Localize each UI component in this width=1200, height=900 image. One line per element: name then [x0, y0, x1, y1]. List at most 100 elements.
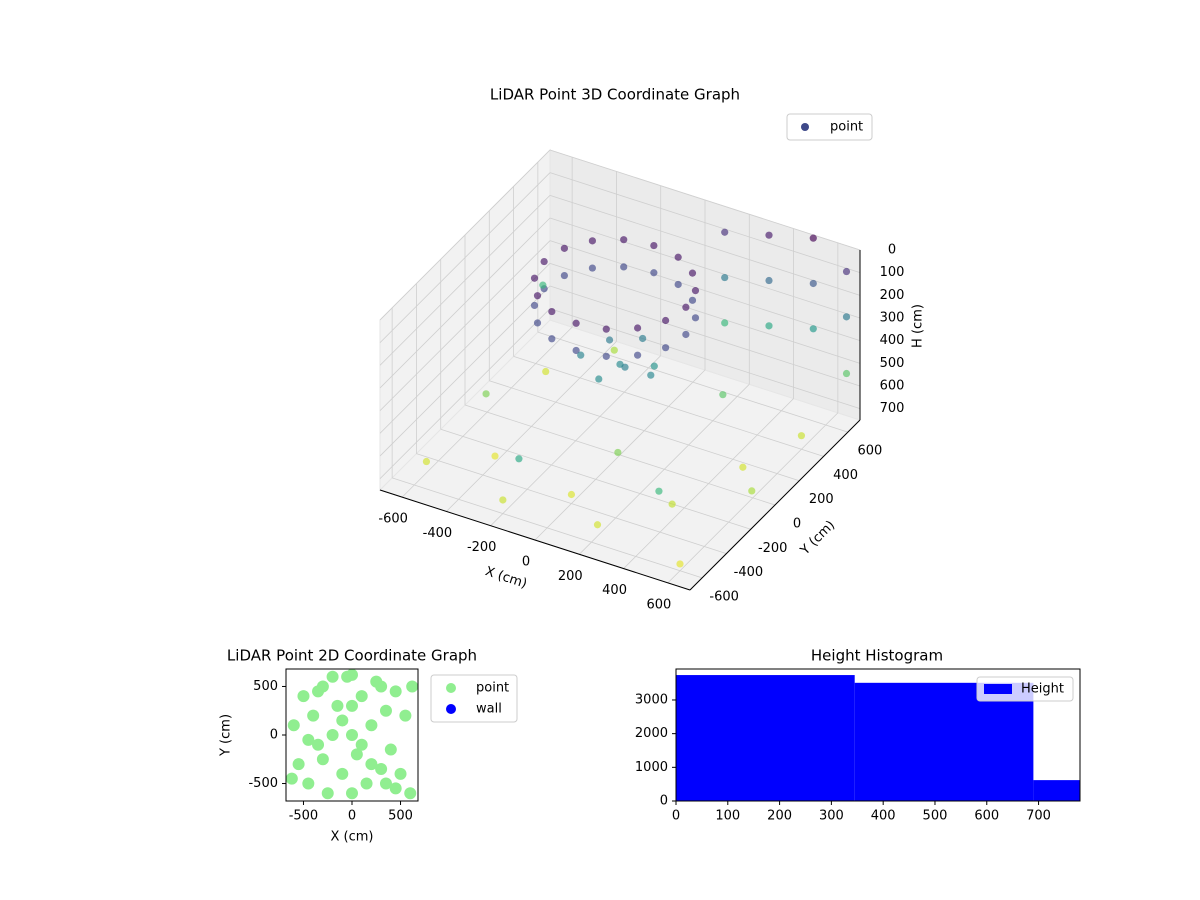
x-tick-label: 700 — [1026, 809, 1051, 824]
x-tick-label: 600 — [974, 809, 999, 824]
point — [674, 280, 682, 289]
point — [302, 733, 315, 746]
point — [620, 263, 628, 271]
point — [560, 244, 568, 252]
point — [530, 301, 539, 310]
point — [721, 319, 729, 327]
point — [307, 709, 320, 722]
point — [560, 271, 568, 280]
bar — [1033, 780, 1080, 801]
grid-line — [379, 195, 551, 366]
point — [286, 772, 298, 785]
point — [542, 367, 550, 376]
point — [572, 319, 580, 327]
grid-line — [379, 172, 551, 343]
x-tick-label: -500 — [289, 809, 319, 824]
point — [621, 363, 629, 371]
point — [842, 369, 851, 378]
point — [355, 738, 368, 751]
point — [682, 330, 690, 339]
x-tick-label: 0 — [522, 555, 530, 570]
x-tick-label: 200 — [558, 569, 583, 584]
chart-title: Height Histogram — [811, 647, 943, 665]
point — [491, 452, 499, 460]
point — [650, 269, 658, 277]
grid-line — [537, 331, 848, 433]
point — [682, 303, 690, 311]
x-tick-label: 0 — [348, 809, 356, 824]
point — [287, 719, 300, 732]
point — [389, 685, 402, 698]
y-tick-label: 0 — [793, 517, 801, 532]
point — [302, 777, 315, 790]
point — [331, 699, 344, 712]
point — [602, 325, 610, 333]
point — [809, 234, 817, 242]
point — [482, 390, 490, 398]
point — [326, 729, 339, 741]
point — [765, 231, 773, 239]
point — [312, 738, 325, 751]
point — [350, 748, 363, 761]
point — [668, 500, 676, 508]
point — [312, 685, 325, 698]
point — [842, 313, 851, 321]
point — [588, 237, 597, 245]
legend-marker — [801, 123, 809, 131]
grid-line — [379, 149, 551, 321]
overlay: -600 -400 -200 0 200 400 600 -600 -400 -200 0 200 40… — [219, 86, 1081, 845]
grid-line — [549, 308, 861, 410]
point — [610, 346, 618, 354]
grid-line — [379, 308, 551, 479]
point — [605, 336, 614, 344]
y-tick-label: 400 — [833, 468, 858, 483]
point — [422, 457, 431, 466]
point — [533, 319, 542, 327]
y-tick-label: 2000 — [635, 726, 668, 741]
point — [688, 296, 697, 304]
grid-line — [379, 263, 551, 434]
point — [346, 787, 358, 800]
legend-label: point — [476, 681, 509, 696]
y-tick-label: 3000 — [635, 692, 668, 707]
axes-frame — [675, 668, 1081, 802]
y-tick-label: -600 — [709, 589, 739, 604]
grid-line — [549, 262, 861, 364]
grid-line — [379, 217, 551, 389]
x-tick-label: -200 — [467, 540, 497, 555]
point — [691, 314, 700, 322]
point — [577, 351, 585, 359]
grid-line — [549, 285, 861, 387]
point — [316, 753, 329, 766]
point — [650, 241, 658, 250]
y-tick-label: 200 — [809, 492, 834, 507]
point — [765, 276, 773, 285]
x-tick-label: 400 — [871, 809, 896, 824]
point — [346, 699, 358, 712]
point — [365, 719, 378, 732]
point — [620, 236, 628, 244]
z-tick-label: 400 — [880, 333, 905, 348]
point — [739, 463, 747, 471]
point — [634, 324, 642, 332]
point — [719, 391, 727, 399]
legend-marker — [984, 684, 1012, 694]
point — [321, 787, 334, 800]
point — [379, 777, 392, 790]
point — [676, 560, 684, 568]
x-tick-label: 400 — [602, 583, 627, 598]
point — [336, 767, 349, 780]
y-tick-label: -400 — [734, 565, 764, 580]
y-tick-label: 0 — [270, 728, 278, 743]
grid-line — [549, 149, 861, 251]
y-axis-line — [689, 419, 861, 591]
chart-title: LiDAR Point 2D Coordinate Graph — [227, 647, 477, 665]
grid-line — [549, 240, 861, 342]
point — [355, 690, 368, 703]
point — [602, 352, 610, 360]
point — [365, 758, 378, 771]
z-tick-label: 200 — [880, 288, 905, 303]
point — [588, 264, 597, 272]
z-tick-label: 700 — [880, 401, 905, 416]
x-tick-label: 500 — [923, 809, 948, 824]
